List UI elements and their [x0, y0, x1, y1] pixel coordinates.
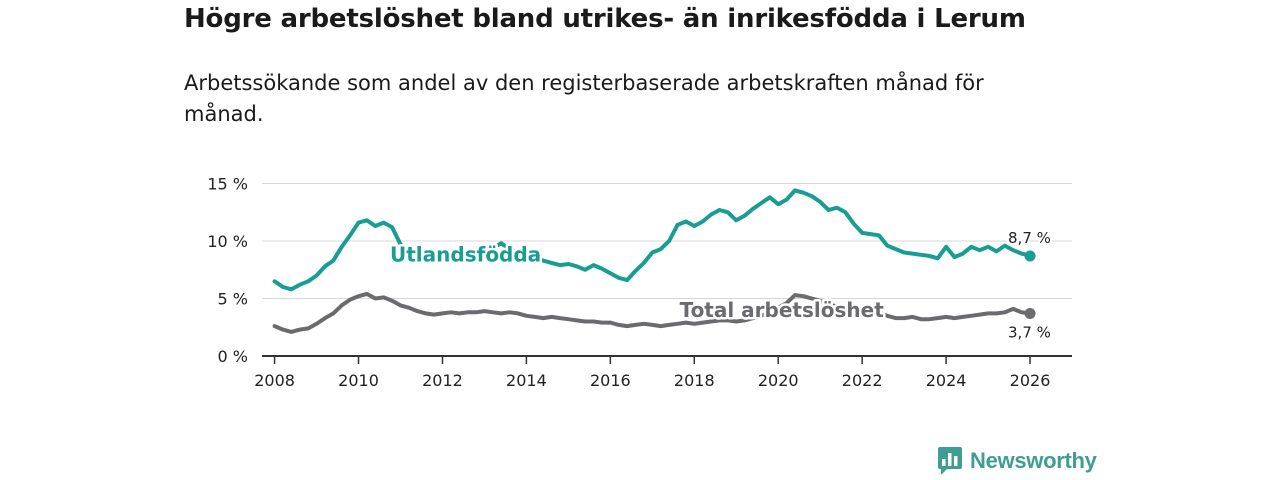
brand-name: Newsworthy [970, 448, 1097, 473]
x-tick-label-2008: 2008 [254, 371, 295, 390]
series-end-dot-utlandsfödda [1024, 250, 1036, 262]
series-end-value-total-arbetslöshet: 3,7 % [1008, 323, 1051, 341]
x-axis: 2008 2010 2012 2014 2016 2018 2020 2022 2024 2026 [254, 355, 1072, 390]
y-tick-label-0: 0 % [218, 347, 248, 366]
series-line-total-arbetslöshet [272, 291, 1032, 334]
series-lines [272, 188, 1036, 334]
x-tick-label-2010: 2010 [338, 371, 379, 390]
bar-chart-speech-bubble-icon [938, 447, 962, 475]
x-tick-label-2012: 2012 [422, 371, 463, 390]
x-tick-label-2026: 2026 [1010, 371, 1051, 390]
y-axis-tick-labels: 0 % 5 % 10 % 15 % [207, 175, 248, 367]
y-tick-label-5: 5 % [218, 290, 248, 309]
chart-subtitle: Arbetssökande som andel av den registerb… [184, 71, 984, 126]
series-end-dot-total-arbetslöshet [1024, 307, 1036, 319]
x-tick-label-2014: 2014 [506, 371, 547, 390]
x-tick-label-2016: 2016 [590, 371, 631, 390]
series-line-utlandsfödda [272, 188, 1032, 292]
x-tick-label-2020: 2020 [758, 371, 799, 390]
series-label-utlandsfödda: Utlandsfödda [390, 243, 541, 267]
series-labels: Utlandsfödda 8,7 % Total arbetslöshet 3,7 % [388, 227, 1053, 344]
series-end-value-utlandsfödda: 8,7 % [1008, 229, 1051, 247]
x-tick-label-2022: 2022 [842, 371, 883, 390]
y-tick-label-15: 15 % [207, 175, 248, 194]
x-tick-label-2024: 2024 [926, 371, 967, 390]
x-tick-label-2018: 2018 [674, 371, 715, 390]
chart-title: Högre arbetslöshet bland utrikes- än inr… [184, 4, 1026, 34]
y-tick-label-10: 10 % [207, 232, 248, 251]
newsworthy-logo: Newsworthy [938, 447, 1097, 475]
series-label-total-arbetslöshet: Total arbetslöshet [680, 298, 885, 322]
